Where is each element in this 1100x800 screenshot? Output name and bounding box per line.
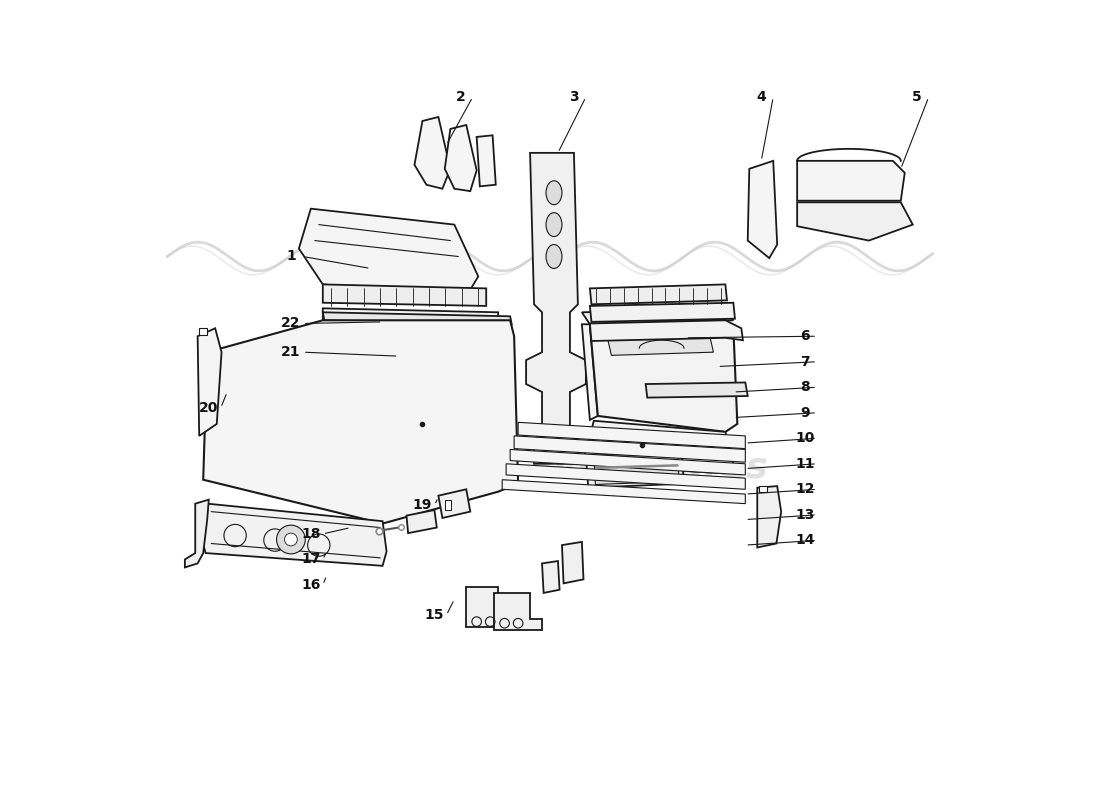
Text: 3: 3 — [569, 90, 579, 104]
Text: 1: 1 — [286, 250, 296, 263]
Circle shape — [276, 525, 306, 554]
Ellipse shape — [546, 181, 562, 205]
Polygon shape — [322, 312, 512, 324]
Polygon shape — [204, 320, 518, 523]
Polygon shape — [748, 161, 778, 258]
Polygon shape — [562, 542, 583, 583]
Polygon shape — [590, 320, 737, 432]
Polygon shape — [602, 430, 713, 458]
Text: eurospares: eurospares — [212, 450, 441, 485]
Polygon shape — [198, 328, 221, 436]
Text: 19: 19 — [412, 498, 432, 512]
Text: 17: 17 — [301, 553, 320, 566]
Polygon shape — [201, 504, 386, 566]
Text: eurospares: eurospares — [539, 450, 768, 485]
Text: 21: 21 — [282, 345, 300, 359]
Polygon shape — [590, 302, 735, 322]
Polygon shape — [798, 161, 905, 201]
Polygon shape — [594, 454, 679, 485]
Polygon shape — [415, 117, 450, 189]
Polygon shape — [185, 500, 209, 567]
Text: 6: 6 — [801, 330, 810, 343]
Text: 7: 7 — [801, 354, 810, 369]
Text: 15: 15 — [425, 608, 444, 622]
Text: 16: 16 — [301, 578, 320, 592]
Bar — [759, 486, 767, 493]
Polygon shape — [476, 135, 496, 186]
Text: 11: 11 — [795, 457, 815, 470]
Polygon shape — [757, 486, 781, 547]
Text: 18: 18 — [301, 527, 320, 541]
Polygon shape — [322, 331, 503, 352]
Polygon shape — [407, 510, 437, 533]
Polygon shape — [439, 490, 471, 518]
Polygon shape — [444, 125, 476, 191]
Text: 9: 9 — [801, 406, 810, 420]
Polygon shape — [322, 308, 498, 328]
Text: 12: 12 — [795, 482, 815, 496]
Ellipse shape — [546, 245, 562, 269]
Text: 13: 13 — [795, 508, 815, 522]
Polygon shape — [607, 334, 714, 355]
Text: 20: 20 — [199, 401, 219, 415]
Text: 22: 22 — [282, 317, 300, 330]
Text: 14: 14 — [795, 534, 815, 547]
Ellipse shape — [546, 213, 562, 237]
Polygon shape — [503, 480, 746, 504]
Polygon shape — [646, 382, 748, 398]
Polygon shape — [542, 561, 560, 593]
Polygon shape — [798, 202, 913, 241]
Polygon shape — [322, 285, 486, 306]
Polygon shape — [510, 450, 746, 475]
Polygon shape — [518, 422, 746, 449]
Text: 2: 2 — [455, 90, 465, 104]
Text: 8: 8 — [800, 380, 810, 394]
Polygon shape — [466, 587, 510, 627]
Polygon shape — [590, 285, 727, 304]
Polygon shape — [583, 421, 734, 474]
Polygon shape — [582, 308, 734, 324]
Text: 5: 5 — [912, 90, 922, 104]
Polygon shape — [506, 464, 746, 490]
Bar — [444, 501, 451, 510]
Polygon shape — [526, 153, 586, 464]
Bar — [199, 328, 207, 334]
Polygon shape — [586, 452, 684, 488]
Polygon shape — [494, 593, 542, 630]
Polygon shape — [582, 324, 597, 420]
Polygon shape — [299, 209, 478, 296]
Polygon shape — [590, 320, 742, 341]
Circle shape — [285, 533, 297, 546]
Text: 10: 10 — [795, 431, 815, 446]
Polygon shape — [514, 436, 746, 462]
Text: 4: 4 — [757, 90, 766, 104]
